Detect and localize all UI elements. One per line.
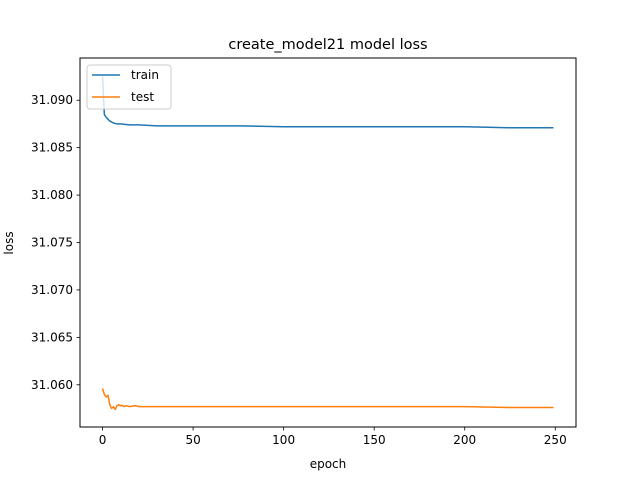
- x-tick-label: 250: [544, 433, 567, 447]
- x-tick-label: 0: [99, 433, 107, 447]
- x-axis-label: epoch: [310, 457, 347, 471]
- y-tick-label: 31.070: [31, 283, 73, 297]
- x-axis: 0 50 100 150 200 250: [99, 427, 567, 447]
- y-tick-label: 31.065: [31, 330, 73, 344]
- x-tick-label: 150: [363, 433, 386, 447]
- x-tick-label: 200: [453, 433, 476, 447]
- legend-train-label: train: [131, 68, 159, 82]
- legend-box: [86, 64, 172, 110]
- plot-area: [101, 76, 554, 411]
- x-tick-label: 100: [272, 433, 295, 447]
- y-tick-label: 31.060: [31, 378, 73, 392]
- y-tick-label: 31.075: [31, 236, 73, 250]
- chart-title: create_model21 model loss: [228, 37, 427, 53]
- legend-test-label: test: [131, 90, 154, 104]
- x-tick-label: 50: [185, 433, 200, 447]
- series-line-train: [101, 76, 554, 129]
- y-axis: 31.060 31.065 31.070 31.075 31.080 31.085 31.0…: [31, 93, 80, 392]
- y-tick-label: 31.090: [31, 93, 73, 107]
- y-tick-label: 31.085: [31, 141, 73, 155]
- y-tick-label: 31.080: [31, 188, 73, 202]
- series-line-test: [101, 388, 554, 411]
- y-axis-label: loss: [2, 231, 16, 254]
- legend: train test: [86, 64, 172, 110]
